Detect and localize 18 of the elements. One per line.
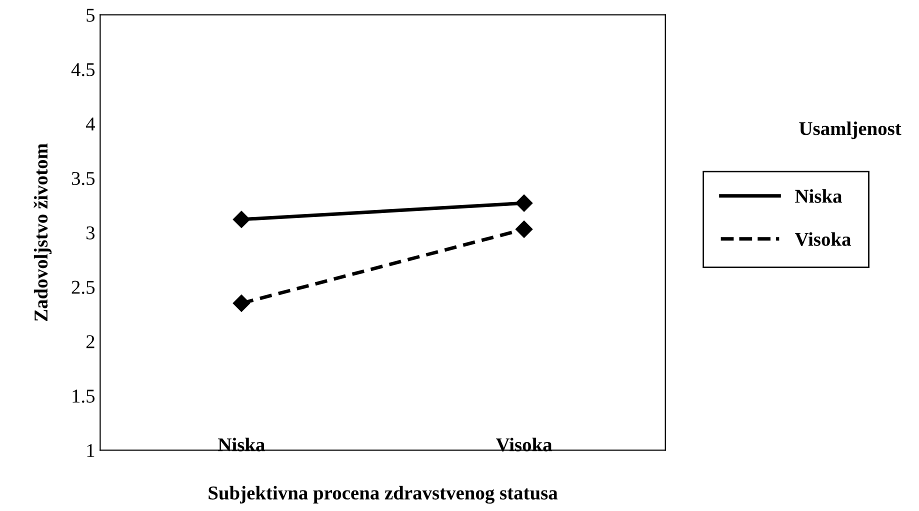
- point: [232, 210, 250, 228]
- y-tick-label: 1: [87, 444, 94, 457]
- y-tick-label: 3.5: [72, 172, 95, 186]
- legend-label: Niska: [795, 189, 842, 203]
- point: [516, 220, 533, 238]
- y-tick-label: 4.5: [71, 63, 95, 76]
- y-tick-label: 1.5: [72, 390, 95, 403]
- x-axis-title: Subjektivna procena zdravstvenog statusa: [208, 486, 558, 504]
- y-tick-label: 4: [86, 118, 96, 130]
- y-tick-label: 3: [86, 226, 95, 240]
- y-tick-label: 2.5: [72, 280, 95, 294]
- y-tick-label: 5: [86, 8, 95, 22]
- y-tick-label: 2: [86, 335, 94, 348]
- y-axis-title: Zadovoljstvo životom: [34, 143, 52, 321]
- legend-label: Visoka: [794, 232, 851, 246]
- point: [232, 294, 250, 312]
- point: [516, 194, 533, 212]
- legend-title: Usamljenost: [799, 121, 902, 140]
